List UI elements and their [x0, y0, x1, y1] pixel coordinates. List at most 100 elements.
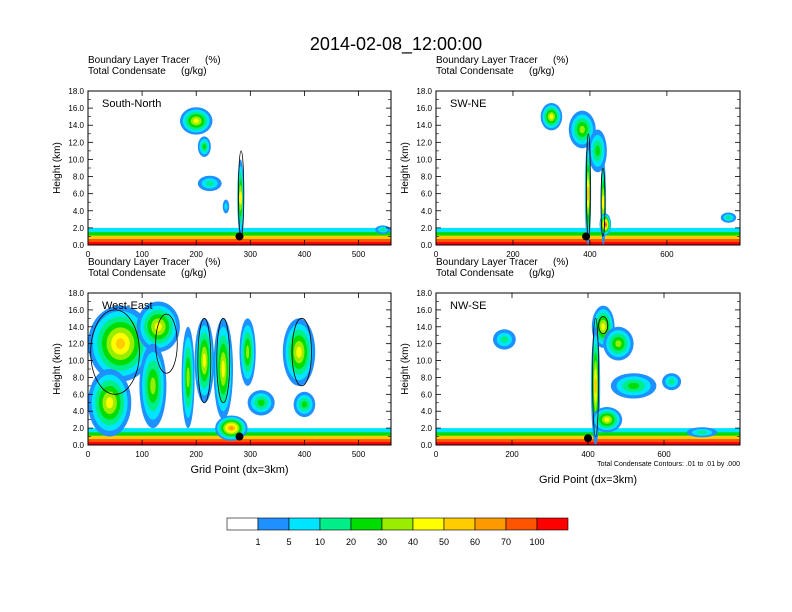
colorbar-label: 1 — [255, 537, 260, 547]
field1-units: (%) — [205, 55, 221, 66]
y-tick-label: 8.0 — [73, 173, 85, 182]
y-tick-label: 12.0 — [416, 138, 432, 147]
y-tick-label: 8.0 — [421, 173, 433, 182]
x-tick-label: 600 — [657, 450, 671, 459]
tracer-cell — [245, 345, 250, 359]
x-tick-label: 200 — [505, 450, 519, 459]
y-tick-label: 2.0 — [421, 224, 433, 233]
condensate-contour — [155, 313, 178, 374]
x-tick-label: 200 — [506, 250, 520, 259]
x-tick-label: 0 — [434, 450, 439, 459]
field1-label: Boundary Layer Tracer — [88, 257, 190, 268]
y-tick-label: 2.0 — [73, 224, 85, 233]
y-tick-label: 16.0 — [416, 306, 432, 315]
panel-south-north: Boundary Layer Tracer (%) Total Condensate… — [52, 55, 392, 259]
y-tick-label: 18.0 — [68, 87, 84, 96]
y-tick-label: 0.0 — [421, 441, 433, 450]
field1-units: (%) — [553, 257, 569, 268]
tracer-cell — [205, 180, 214, 186]
colorbar-label: 40 — [408, 537, 418, 547]
y-tick-label: 10.0 — [68, 155, 84, 164]
x-tick-label: 200 — [190, 450, 204, 459]
y-tick-label: 10.0 — [416, 357, 432, 366]
tracer-cell — [186, 367, 190, 388]
y-tick-label: 0.0 — [421, 241, 433, 250]
y-tick-label: 14.0 — [68, 121, 84, 130]
field1-units: (%) — [205, 257, 221, 268]
y-tick-label: 6.0 — [73, 390, 85, 399]
y-tick-label: 4.0 — [73, 207, 85, 216]
colorbar-label: 30 — [377, 537, 387, 547]
colorbar-label: 5 — [286, 537, 291, 547]
y-tick-label: 14.0 — [68, 323, 84, 332]
tracer-cell — [150, 377, 156, 395]
tracer-cell — [696, 430, 708, 435]
y-tick-label: 6.0 — [421, 190, 433, 199]
field1-label: Boundary Layer Tracer — [436, 257, 538, 268]
y-tick-label: 2.0 — [421, 424, 433, 433]
colorbar: 1 5 10 20 30 40 50 60 70 100 — [226, 517, 569, 547]
panel-label: West-East — [102, 300, 153, 312]
colorbar-label: 20 — [346, 537, 356, 547]
y-tick-label: 4.0 — [73, 407, 85, 416]
field1-units: (%) — [553, 55, 569, 66]
y-tick-label: 14.0 — [416, 121, 432, 130]
y-tick-label: 14.0 — [416, 323, 432, 332]
tracer-cell — [296, 346, 302, 358]
plot-area — [88, 91, 391, 245]
x-tick-label: 500 — [352, 450, 366, 459]
plot-background — [436, 293, 740, 445]
y-tick-label: 10.0 — [68, 357, 84, 366]
condensate-contour — [216, 317, 231, 404]
tracer-cell — [627, 382, 640, 390]
condensate-contour — [197, 317, 212, 404]
panels: Boundary Layer Tracer (%) Total Condensate… — [52, 55, 741, 486]
x-axis-label: Grid Point (dx=3km) — [190, 464, 288, 476]
x-tick-label: 300 — [244, 250, 258, 259]
x-axis-label: Grid Point (dx=3km) — [539, 474, 637, 486]
panel-label: NW-SE — [450, 300, 486, 312]
y-tick-label: 6.0 — [421, 390, 433, 399]
field1-label: Boundary Layer Tracer — [436, 55, 538, 66]
tracer-cell — [601, 323, 606, 331]
colorbar-label: 100 — [529, 537, 544, 547]
colorbar-swatch — [350, 517, 383, 531]
x-tick-label: 600 — [660, 250, 674, 259]
y-tick-label: 16.0 — [68, 306, 84, 315]
y-tick-label: 8.0 — [421, 373, 433, 382]
contour-note: Total Condensate Contours: .01 to .01 by… — [597, 461, 740, 468]
tracer-cell — [115, 338, 126, 350]
y-tick-label: 2.0 — [73, 424, 85, 433]
tracer-cell — [301, 401, 308, 408]
x-tick-label: 100 — [135, 450, 149, 459]
tracer-cell — [615, 340, 622, 348]
y-tick-label: 18.0 — [416, 87, 432, 96]
colorbar-swatch — [536, 517, 569, 531]
panel-label: South-North — [102, 98, 161, 110]
y-tick-label: 12.0 — [68, 340, 84, 349]
x-tick-label: 400 — [583, 250, 597, 259]
tracer-cell — [380, 228, 386, 232]
x-tick-label: 0 — [86, 250, 91, 259]
tracer-cell — [202, 144, 206, 150]
panel-label: SW-NE — [450, 98, 486, 110]
colorbar-swatch — [288, 517, 321, 531]
tracer-cell — [601, 195, 605, 210]
plot-area — [436, 91, 740, 245]
panel-nw-se: Boundary Layer Tracer (%) Total Condensate… — [400, 257, 741, 486]
plot-area — [436, 293, 740, 445]
x-tick-label: 400 — [298, 450, 312, 459]
condensate-contour — [598, 316, 609, 334]
colorbar-swatch — [381, 517, 414, 531]
y-tick-label: 18.0 — [68, 289, 84, 298]
panel-sw-ne: Boundary Layer Tracer (%) Total Condensate… — [400, 55, 741, 259]
colorbar-swatch — [412, 517, 445, 531]
tracer-cell — [595, 145, 600, 157]
field2-units: (g/kg) — [181, 268, 207, 279]
colorbar-label: 70 — [501, 537, 511, 547]
boundary-layer-band — [88, 242, 391, 245]
tracer-cell — [500, 336, 509, 343]
y-tick-label: 8.0 — [73, 373, 85, 382]
colorbar-swatch — [319, 517, 352, 531]
